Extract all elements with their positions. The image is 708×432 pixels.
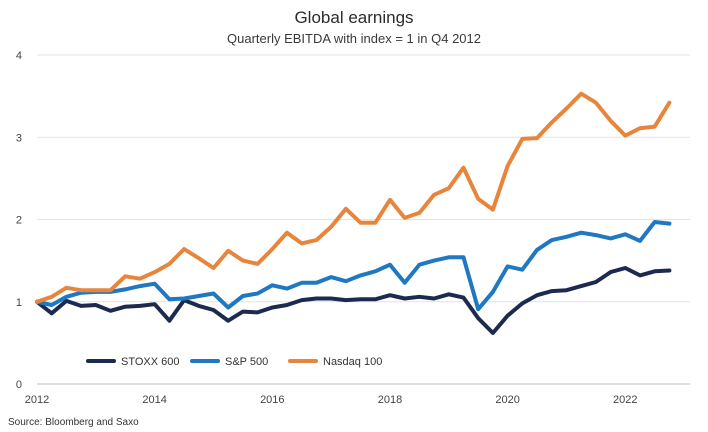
grid-lines bbox=[37, 54, 690, 385]
axis-tick-labels: 0 1 2 3 4 2012 2014 2016 2018 2020 2022 bbox=[16, 50, 638, 406]
x-tick-label: 2022 bbox=[613, 394, 637, 406]
legend: STOXX 600 S&P 500 Nasdaq 100 bbox=[86, 356, 382, 368]
series-line-0 bbox=[35, 266, 672, 335]
source-note: Source: Bloomberg and Saxo bbox=[8, 417, 139, 428]
series-line-2 bbox=[35, 91, 672, 304]
x-tick-label: 2012 bbox=[25, 394, 49, 406]
chart-subtitle: Quarterly EBITDA with index = 1 in Q4 20… bbox=[227, 31, 481, 46]
x-tick-label: 2020 bbox=[495, 394, 519, 406]
y-tick-label: 3 bbox=[16, 132, 22, 144]
series-line-1 bbox=[35, 220, 672, 312]
x-tick-label: 2014 bbox=[142, 394, 166, 406]
legend-label: STOXX 600 bbox=[121, 356, 180, 368]
legend-label: Nasdaq 100 bbox=[323, 356, 382, 368]
y-tick-label: 1 bbox=[16, 297, 22, 309]
y-tick-label: 0 bbox=[16, 379, 22, 391]
y-tick-label: 2 bbox=[16, 215, 22, 227]
legend-label: S&P 500 bbox=[225, 356, 268, 368]
x-tick-label: 2016 bbox=[260, 394, 284, 406]
chart-title: Global earnings bbox=[294, 8, 413, 27]
x-tick-label: 2018 bbox=[378, 394, 402, 406]
y-tick-label: 4 bbox=[16, 50, 22, 62]
series-lines bbox=[35, 91, 672, 335]
